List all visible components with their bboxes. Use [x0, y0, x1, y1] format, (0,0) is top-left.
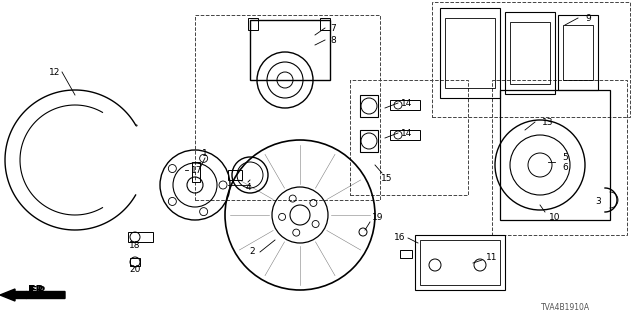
Text: 12: 12 [49, 68, 61, 76]
Text: 20: 20 [129, 266, 141, 275]
Bar [128, 232, 153, 242]
Text: 14: 14 [401, 129, 413, 138]
Text: 6: 6 [562, 163, 568, 172]
Bar [350, 80, 468, 195]
Bar [400, 250, 412, 258]
Bar [130, 258, 140, 266]
Text: FR.: FR. [30, 286, 51, 296]
Text: 10: 10 [549, 212, 561, 221]
Bar [192, 162, 200, 182]
FancyArrow shape [0, 289, 65, 301]
Text: 3: 3 [595, 197, 601, 206]
Text: 17: 17 [191, 165, 203, 174]
Bar [195, 15, 380, 200]
Text: 1: 1 [202, 148, 208, 157]
Text: 11: 11 [486, 253, 498, 262]
Text: 14: 14 [401, 99, 413, 108]
Text: 5: 5 [562, 153, 568, 162]
Bar [510, 22, 550, 84]
Bar [250, 20, 330, 80]
Bar [445, 18, 495, 88]
Bar [320, 18, 330, 30]
Bar [420, 240, 500, 285]
Text: 13: 13 [542, 117, 554, 126]
Bar [390, 130, 420, 140]
Text: FR.: FR. [28, 285, 49, 295]
Text: 15: 15 [381, 173, 393, 182]
Bar [563, 25, 593, 80]
Text: 2: 2 [249, 247, 255, 257]
Bar [505, 12, 555, 94]
Text: 9: 9 [585, 13, 591, 22]
Text: 18: 18 [129, 241, 141, 250]
Bar [360, 95, 378, 117]
Bar [432, 2, 630, 117]
Bar [415, 235, 505, 290]
Text: 19: 19 [372, 213, 384, 222]
Bar [500, 90, 610, 220]
Text: 4: 4 [245, 182, 251, 191]
Text: 7: 7 [330, 23, 336, 33]
Bar [558, 15, 598, 90]
Text: 16: 16 [394, 234, 406, 243]
Bar [228, 170, 242, 180]
Text: TVA4B1910A: TVA4B1910A [541, 303, 590, 312]
Bar [248, 18, 258, 30]
Bar [492, 80, 627, 235]
Bar [390, 100, 420, 110]
Text: 8: 8 [330, 36, 336, 44]
Bar [360, 130, 378, 152]
Bar [440, 8, 500, 98]
